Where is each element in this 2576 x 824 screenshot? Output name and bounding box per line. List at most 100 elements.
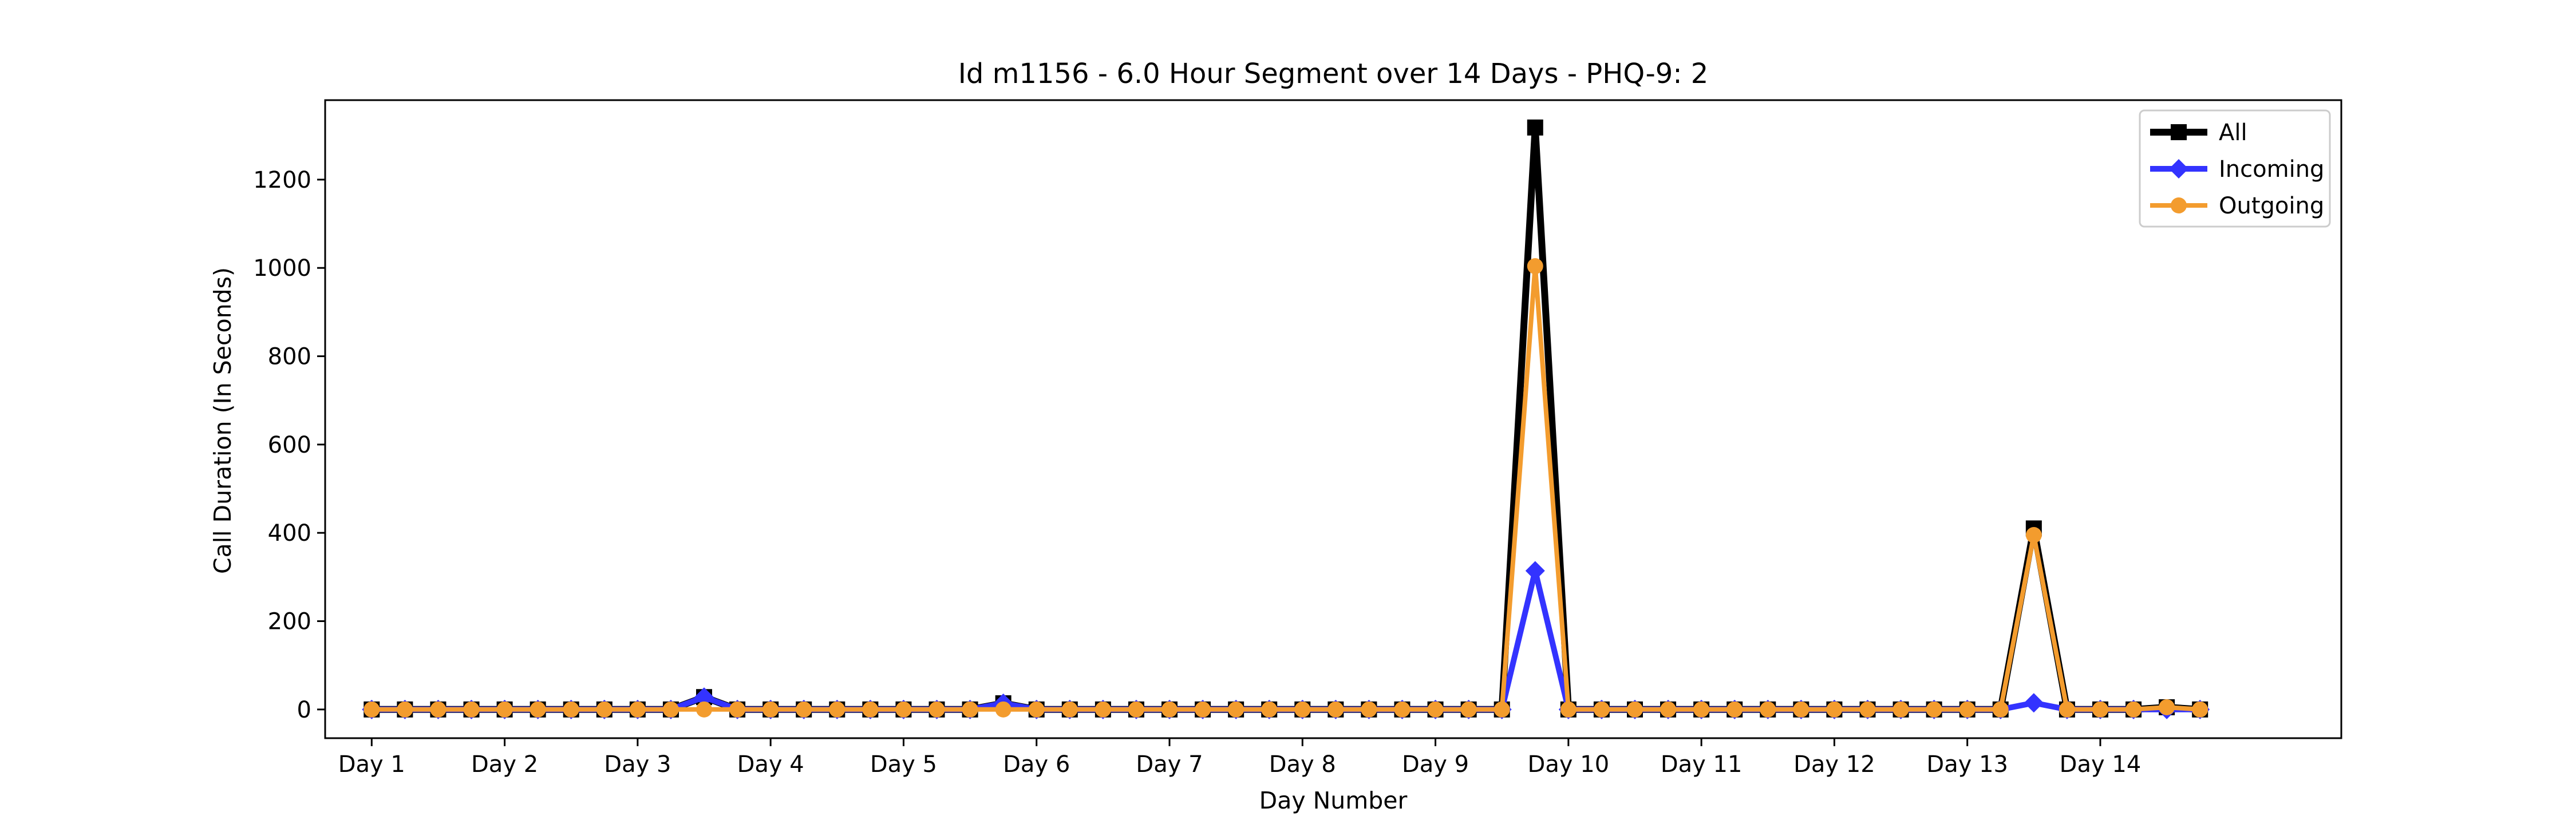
data-point-outgoing bbox=[829, 701, 846, 718]
legend-item-outgoing: Outgoing bbox=[2150, 193, 2324, 219]
data-point-outgoing bbox=[1161, 701, 1178, 718]
data-point-outgoing bbox=[1460, 701, 1477, 718]
x-tick-label: Day 3 bbox=[604, 751, 671, 778]
data-point-outgoing bbox=[1626, 701, 1643, 718]
data-point-outgoing bbox=[397, 701, 413, 718]
y-tick-label: 400 bbox=[268, 520, 311, 546]
legend-label-incoming: Incoming bbox=[2219, 156, 2324, 183]
y-tick-label: 0 bbox=[297, 697, 311, 723]
data-point-outgoing bbox=[1660, 701, 1677, 718]
data-point-outgoing bbox=[1394, 701, 1411, 718]
legend-label-all: All bbox=[2219, 120, 2247, 146]
data-point-outgoing bbox=[2159, 699, 2175, 715]
data-point-outgoing bbox=[895, 701, 912, 718]
data-point-outgoing bbox=[1926, 701, 1942, 718]
data-point-outgoing bbox=[496, 701, 513, 718]
data-point-outgoing bbox=[430, 701, 447, 718]
data-point-outgoing bbox=[1693, 701, 1710, 718]
x-tick-label: Day 1 bbox=[338, 751, 405, 778]
legend-marker-incoming bbox=[2169, 159, 2188, 179]
x-axis-label: Day Number bbox=[1259, 787, 1408, 814]
data-point-outgoing bbox=[463, 701, 480, 718]
data-point-incoming bbox=[2024, 693, 2044, 713]
data-point-outgoing bbox=[1826, 701, 1843, 718]
data-point-outgoing bbox=[530, 701, 546, 718]
data-point-outgoing bbox=[2092, 701, 2108, 718]
series-line-outgoing bbox=[372, 264, 2200, 712]
data-point-outgoing bbox=[1427, 701, 1444, 718]
data-point-outgoing bbox=[1726, 701, 1743, 718]
data-point-outgoing bbox=[929, 701, 945, 718]
legend-box bbox=[2139, 109, 2331, 228]
series-line-incoming bbox=[372, 568, 2200, 712]
x-tick-label: Day 13 bbox=[1926, 751, 2008, 778]
data-point-incoming bbox=[1525, 561, 1545, 581]
x-tick-label: Day 2 bbox=[471, 751, 538, 778]
data-point-outgoing bbox=[2025, 527, 2042, 544]
legend-marker-all bbox=[2171, 124, 2187, 140]
data-point-outgoing bbox=[364, 701, 380, 718]
plot-area: 0 200 400 600 800 1000 1200 Day 1 Day 2 Day 3 Day … bbox=[253, 119, 2210, 778]
data-point-outgoing bbox=[1061, 701, 1078, 718]
x-tick-label: Day 14 bbox=[2060, 751, 2142, 778]
data-point-outgoing bbox=[862, 701, 879, 718]
legend-item-all: All bbox=[2150, 120, 2247, 146]
data-point-outgoing bbox=[995, 701, 1012, 718]
x-tick-label: Day 7 bbox=[1136, 751, 1203, 778]
data-point-outgoing bbox=[962, 701, 978, 718]
y-tick-label: 600 bbox=[268, 432, 311, 458]
data-point-outgoing bbox=[1593, 701, 1610, 718]
y-axis-label: Call Duration (In Seconds) bbox=[209, 267, 236, 574]
y-tick-label: 1000 bbox=[253, 255, 311, 282]
data-point-outgoing bbox=[1128, 701, 1144, 718]
data-point-outgoing bbox=[1992, 701, 2009, 718]
data-point-incoming bbox=[694, 687, 714, 707]
plot-frame bbox=[324, 99, 2342, 739]
data-point-outgoing bbox=[1793, 701, 1809, 718]
data-point-outgoing bbox=[563, 701, 579, 718]
y-tick-label: 200 bbox=[268, 609, 311, 635]
data-point-outgoing bbox=[1327, 701, 1344, 718]
legend-label-outgoing: Outgoing bbox=[2219, 193, 2324, 219]
data-point-outgoing bbox=[629, 701, 646, 718]
data-point-outgoing bbox=[796, 701, 812, 718]
data-point-outgoing bbox=[1294, 701, 1311, 718]
data-point-outgoing bbox=[729, 701, 746, 718]
data-point-outgoing bbox=[696, 701, 713, 718]
legend-item-incoming: Incoming bbox=[2150, 156, 2324, 183]
chart-title: Id m1156 - 6.0 Hour Segment over 14 Days… bbox=[958, 58, 1709, 90]
data-point-outgoing bbox=[1261, 701, 1278, 718]
y-tick-label: 800 bbox=[268, 344, 311, 370]
data-point-all bbox=[1527, 119, 1543, 136]
series-line-all bbox=[372, 124, 2200, 713]
legend: All Incoming Outgoing bbox=[2139, 109, 2331, 228]
legend-marker-outgoing bbox=[2171, 197, 2187, 213]
data-point-outgoing bbox=[1494, 701, 1510, 718]
series-outgoing bbox=[364, 258, 2208, 718]
x-tick-label: Day 4 bbox=[737, 751, 804, 778]
x-tick-label: Day 10 bbox=[1528, 751, 1610, 778]
data-point-outgoing bbox=[2125, 701, 2142, 718]
data-point-outgoing bbox=[1859, 701, 1876, 718]
data-point-outgoing bbox=[1228, 701, 1244, 718]
x-tick-label: Day 11 bbox=[1661, 751, 1743, 778]
data-point-outgoing bbox=[1361, 701, 1377, 718]
data-point-outgoing bbox=[1893, 701, 1909, 718]
data-point-outgoing bbox=[1760, 701, 1776, 718]
series-all bbox=[364, 119, 2208, 718]
data-point-outgoing bbox=[1527, 258, 1543, 275]
x-tick-label: Day 5 bbox=[870, 751, 937, 778]
data-point-outgoing bbox=[1560, 701, 1577, 718]
y-tick-label: 1200 bbox=[253, 167, 311, 193]
x-tick-label: Day 12 bbox=[1793, 751, 1875, 778]
data-point-outgoing bbox=[2192, 701, 2208, 718]
series-incoming bbox=[362, 561, 2210, 719]
x-tick-label: Day 6 bbox=[1003, 751, 1070, 778]
data-point-outgoing bbox=[662, 701, 679, 718]
x-tick-label: Day 9 bbox=[1402, 751, 1469, 778]
data-point-outgoing bbox=[1959, 701, 1976, 718]
data-point-outgoing bbox=[2059, 701, 2075, 718]
data-point-outgoing bbox=[762, 701, 779, 718]
data-point-outgoing bbox=[1195, 701, 1211, 718]
